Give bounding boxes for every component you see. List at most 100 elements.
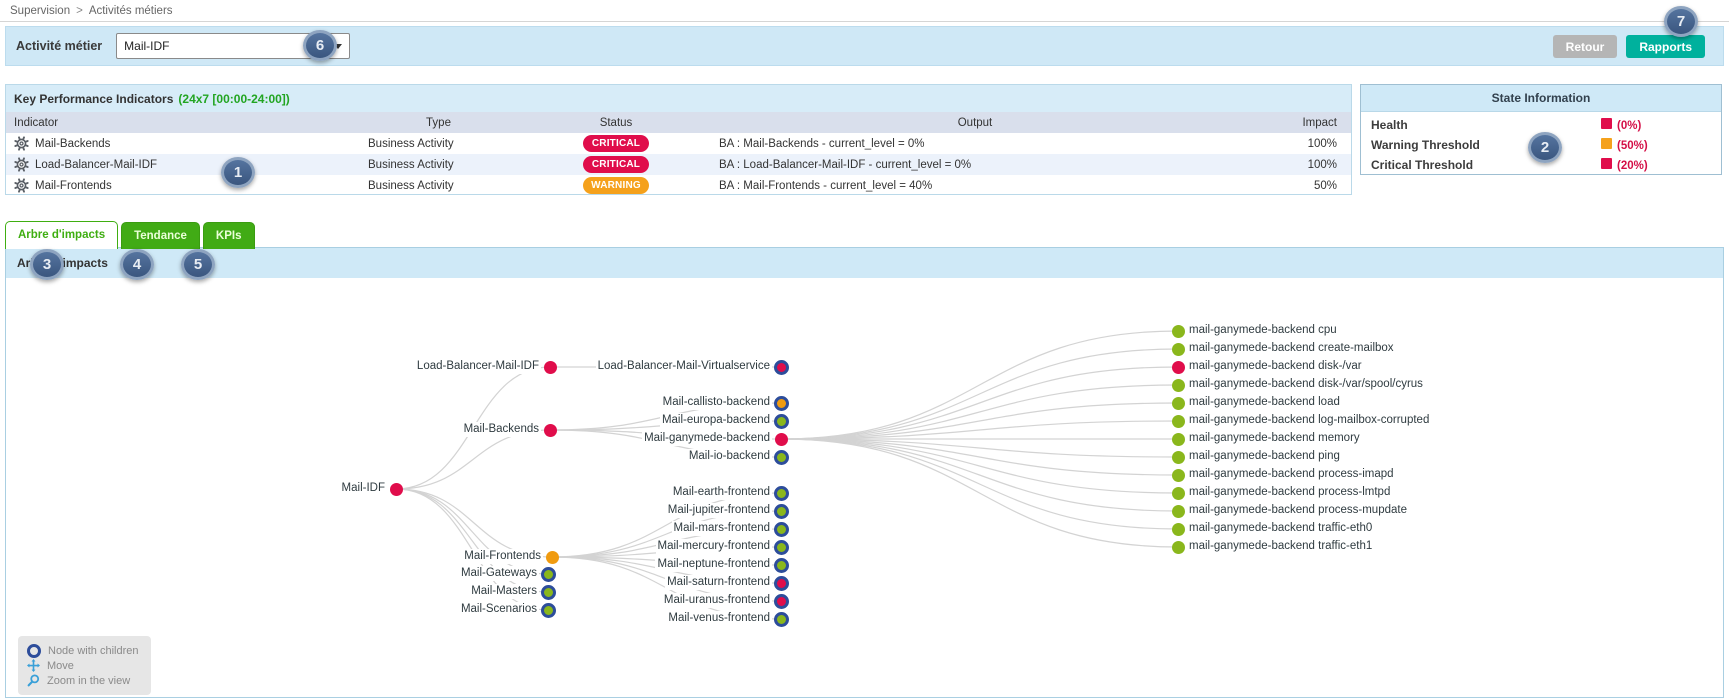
tree-node-label[interactable]: mail-ganymede-backend process-mupdate — [1187, 503, 1409, 518]
tree-node-dot[interactable] — [389, 482, 403, 496]
kpi-indicator-name[interactable]: Load-Balancer-Mail-IDF — [35, 158, 158, 171]
state-info-value: (20%) — [1617, 160, 1648, 172]
tree-node-label[interactable]: Mail-mercury-frontend — [655, 539, 772, 554]
tree-node-label[interactable]: mail-ganymede-backend cpu — [1187, 323, 1339, 338]
kpi-indicator-name[interactable]: Mail-Frontends — [35, 179, 112, 192]
tree-node-label[interactable]: Mail-Scenarios — [458, 602, 539, 617]
tree-node-label[interactable]: Mail-saturn-frontend — [665, 575, 772, 590]
breadcrumb-item-activites-metiers[interactable]: Activités métiers — [88, 4, 173, 17]
tree-node-label[interactable]: Mail-uranus-frontend — [661, 593, 772, 608]
tree-node-label[interactable]: Mail-jupiter-frontend — [665, 503, 772, 518]
move-icon — [27, 659, 40, 672]
kpi-table-row: Mail-Backends Business Activity CRITICAL BA… — [6, 133, 1351, 154]
kpi-impact: 100% — [1307, 158, 1337, 171]
tree-node-with-children-dot[interactable] — [773, 521, 789, 537]
back-button[interactable]: Retour — [1552, 35, 1618, 58]
tree-node-dot[interactable] — [543, 360, 557, 374]
status-badge: CRITICAL — [583, 156, 649, 173]
tree-node-label[interactable]: mail-ganymede-backend log-mailbox-corrup… — [1187, 413, 1432, 428]
tree-node-dot[interactable] — [543, 423, 557, 437]
tree-node-with-children-dot[interactable] — [773, 413, 789, 429]
tree-node-label[interactable]: mail-ganymede-backend ping — [1187, 449, 1342, 464]
tree-node-with-children-dot[interactable] — [773, 611, 789, 627]
tree-node-with-children-dot[interactable] — [540, 566, 556, 582]
tree-node-dot[interactable] — [1171, 468, 1185, 482]
tree-node-with-children-dot[interactable] — [773, 575, 789, 591]
tree-node-with-children-dot[interactable] — [540, 584, 556, 600]
tree-node-label[interactable]: Mail-ganymede-backend — [642, 431, 772, 446]
state-info-label: Warning Threshold — [1371, 138, 1480, 152]
tree-node-dot[interactable] — [1171, 360, 1185, 374]
kpi-output: BA : Mail-Backends - current_level = 0% — [719, 137, 925, 150]
tree-node-label[interactable]: mail-ganymede-backend process-imapd — [1187, 467, 1396, 482]
tree-node-label[interactable]: mail-ganymede-backend create-mailbox — [1187, 341, 1396, 356]
tree-node-dot[interactable] — [1171, 504, 1185, 518]
kpi-indicator-name[interactable]: Mail-Backends — [35, 137, 111, 150]
state-info-label: Health — [1371, 118, 1408, 132]
activity-select-value: Mail-IDF — [124, 39, 170, 53]
state-info-row: Health (0%) — [1361, 115, 1721, 135]
tree-node-dot[interactable] — [1171, 432, 1185, 446]
tree-node-label[interactable]: Mail-Backends — [461, 422, 541, 437]
tree-node-label[interactable]: Mail-Masters — [469, 584, 539, 599]
legend-label: Zoom in the view — [47, 674, 131, 687]
reports-button[interactable]: Rapports — [1626, 35, 1705, 58]
tree-node-with-children-dot[interactable] — [773, 449, 789, 465]
kpi-col-type: Type — [426, 116, 451, 129]
tree-node-label[interactable]: mail-ganymede-backend disk-/var/spool/cy… — [1187, 377, 1425, 392]
tree-node-dot[interactable] — [1171, 378, 1185, 392]
tree-node-with-children-dot[interactable] — [773, 539, 789, 555]
tree-node-with-children-dot[interactable] — [773, 395, 789, 411]
breadcrumb: Supervision > Activités métiers — [0, 0, 1729, 22]
kpi-col-indicator: Indicator — [14, 116, 59, 129]
tree-node-dot[interactable] — [1171, 540, 1185, 554]
tree-node-label[interactable]: Mail-IDF — [339, 481, 387, 496]
tree-node-label[interactable]: Mail-neptune-frontend — [655, 557, 772, 572]
state-info-value: (0%) — [1617, 120, 1642, 132]
tree-node-with-children-dot[interactable] — [773, 593, 789, 609]
tree-node-with-children-dot[interactable] — [773, 485, 789, 501]
tree-node-with-children-dot[interactable] — [540, 602, 556, 618]
tree-node-label[interactable]: mail-ganymede-backend traffic-eth1 — [1187, 539, 1375, 554]
tree-node-label[interactable]: Mail-io-backend — [686, 449, 772, 464]
tree-node-label[interactable]: mail-ganymede-backend load — [1187, 395, 1342, 410]
tab-arbre-d-impacts[interactable]: Arbre d'impacts — [5, 221, 119, 249]
tree-node-dot[interactable] — [1171, 396, 1185, 410]
gear-icon — [14, 136, 29, 151]
tree-node-dot[interactable] — [1171, 414, 1185, 428]
tree-node-dot[interactable] — [1171, 324, 1185, 338]
tree-node-label[interactable]: mail-ganymede-backend memory — [1187, 431, 1362, 446]
tree-node-label[interactable]: Mail-mars-frontend — [671, 521, 772, 536]
tab-tendance[interactable]: Tendance — [121, 222, 200, 249]
tree-node-label[interactable]: Mail-Gateways — [458, 566, 539, 581]
legend-item-move: Move — [27, 658, 139, 673]
tree-node-dot[interactable] — [1171, 342, 1185, 356]
state-information-body: Health (0%) Warning Threshold (50%) Critical… — [1361, 112, 1721, 175]
tree-node-with-children-dot[interactable] — [773, 503, 789, 519]
tree-node-label[interactable]: mail-ganymede-backend disk-/var — [1187, 359, 1364, 374]
tree-node-label[interactable]: Mail-Frontends — [462, 549, 543, 564]
state-color-swatch-icon — [1601, 118, 1612, 129]
tree-node-dot[interactable] — [1171, 522, 1185, 536]
tree-node-dot[interactable] — [545, 550, 559, 564]
activity-header-bar: Activité métier Mail-IDF Retour Rapports — [5, 26, 1724, 66]
tree-node-with-children-dot[interactable] — [773, 359, 789, 375]
tab-kpis[interactable]: KPIs — [202, 222, 255, 249]
tree-node-label[interactable]: mail-ganymede-backend process-lmtpd — [1187, 485, 1393, 500]
legend-label: Node with children — [48, 644, 139, 657]
impact-tree-panel-title: Arbre d'impacts — [6, 248, 1723, 278]
tree-node-label[interactable]: Mail-earth-frontend — [670, 485, 772, 500]
tree-node-label[interactable]: Mail-venus-frontend — [666, 611, 772, 626]
tree-node-with-children-dot[interactable] — [773, 557, 789, 573]
tree-node-label[interactable]: Mail-europa-backend — [659, 413, 772, 428]
tree-node-label[interactable]: Mail-callisto-backend — [660, 395, 772, 410]
chevron-down-icon — [334, 43, 343, 49]
tree-node-dot[interactable] — [774, 432, 788, 446]
tree-node-label[interactable]: Load-Balancer-Mail-Virtualservice — [595, 359, 772, 374]
kpi-panel-title: Key Performance Indicators (24x7 [00:00-… — [6, 85, 1351, 112]
tree-node-dot[interactable] — [1171, 450, 1185, 464]
tree-node-label[interactable]: mail-ganymede-backend traffic-eth0 — [1187, 521, 1375, 536]
tree-node-label[interactable]: Load-Balancer-Mail-IDF — [414, 359, 541, 374]
breadcrumb-item-supervision[interactable]: Supervision — [10, 4, 71, 17]
tree-node-dot[interactable] — [1171, 486, 1185, 500]
